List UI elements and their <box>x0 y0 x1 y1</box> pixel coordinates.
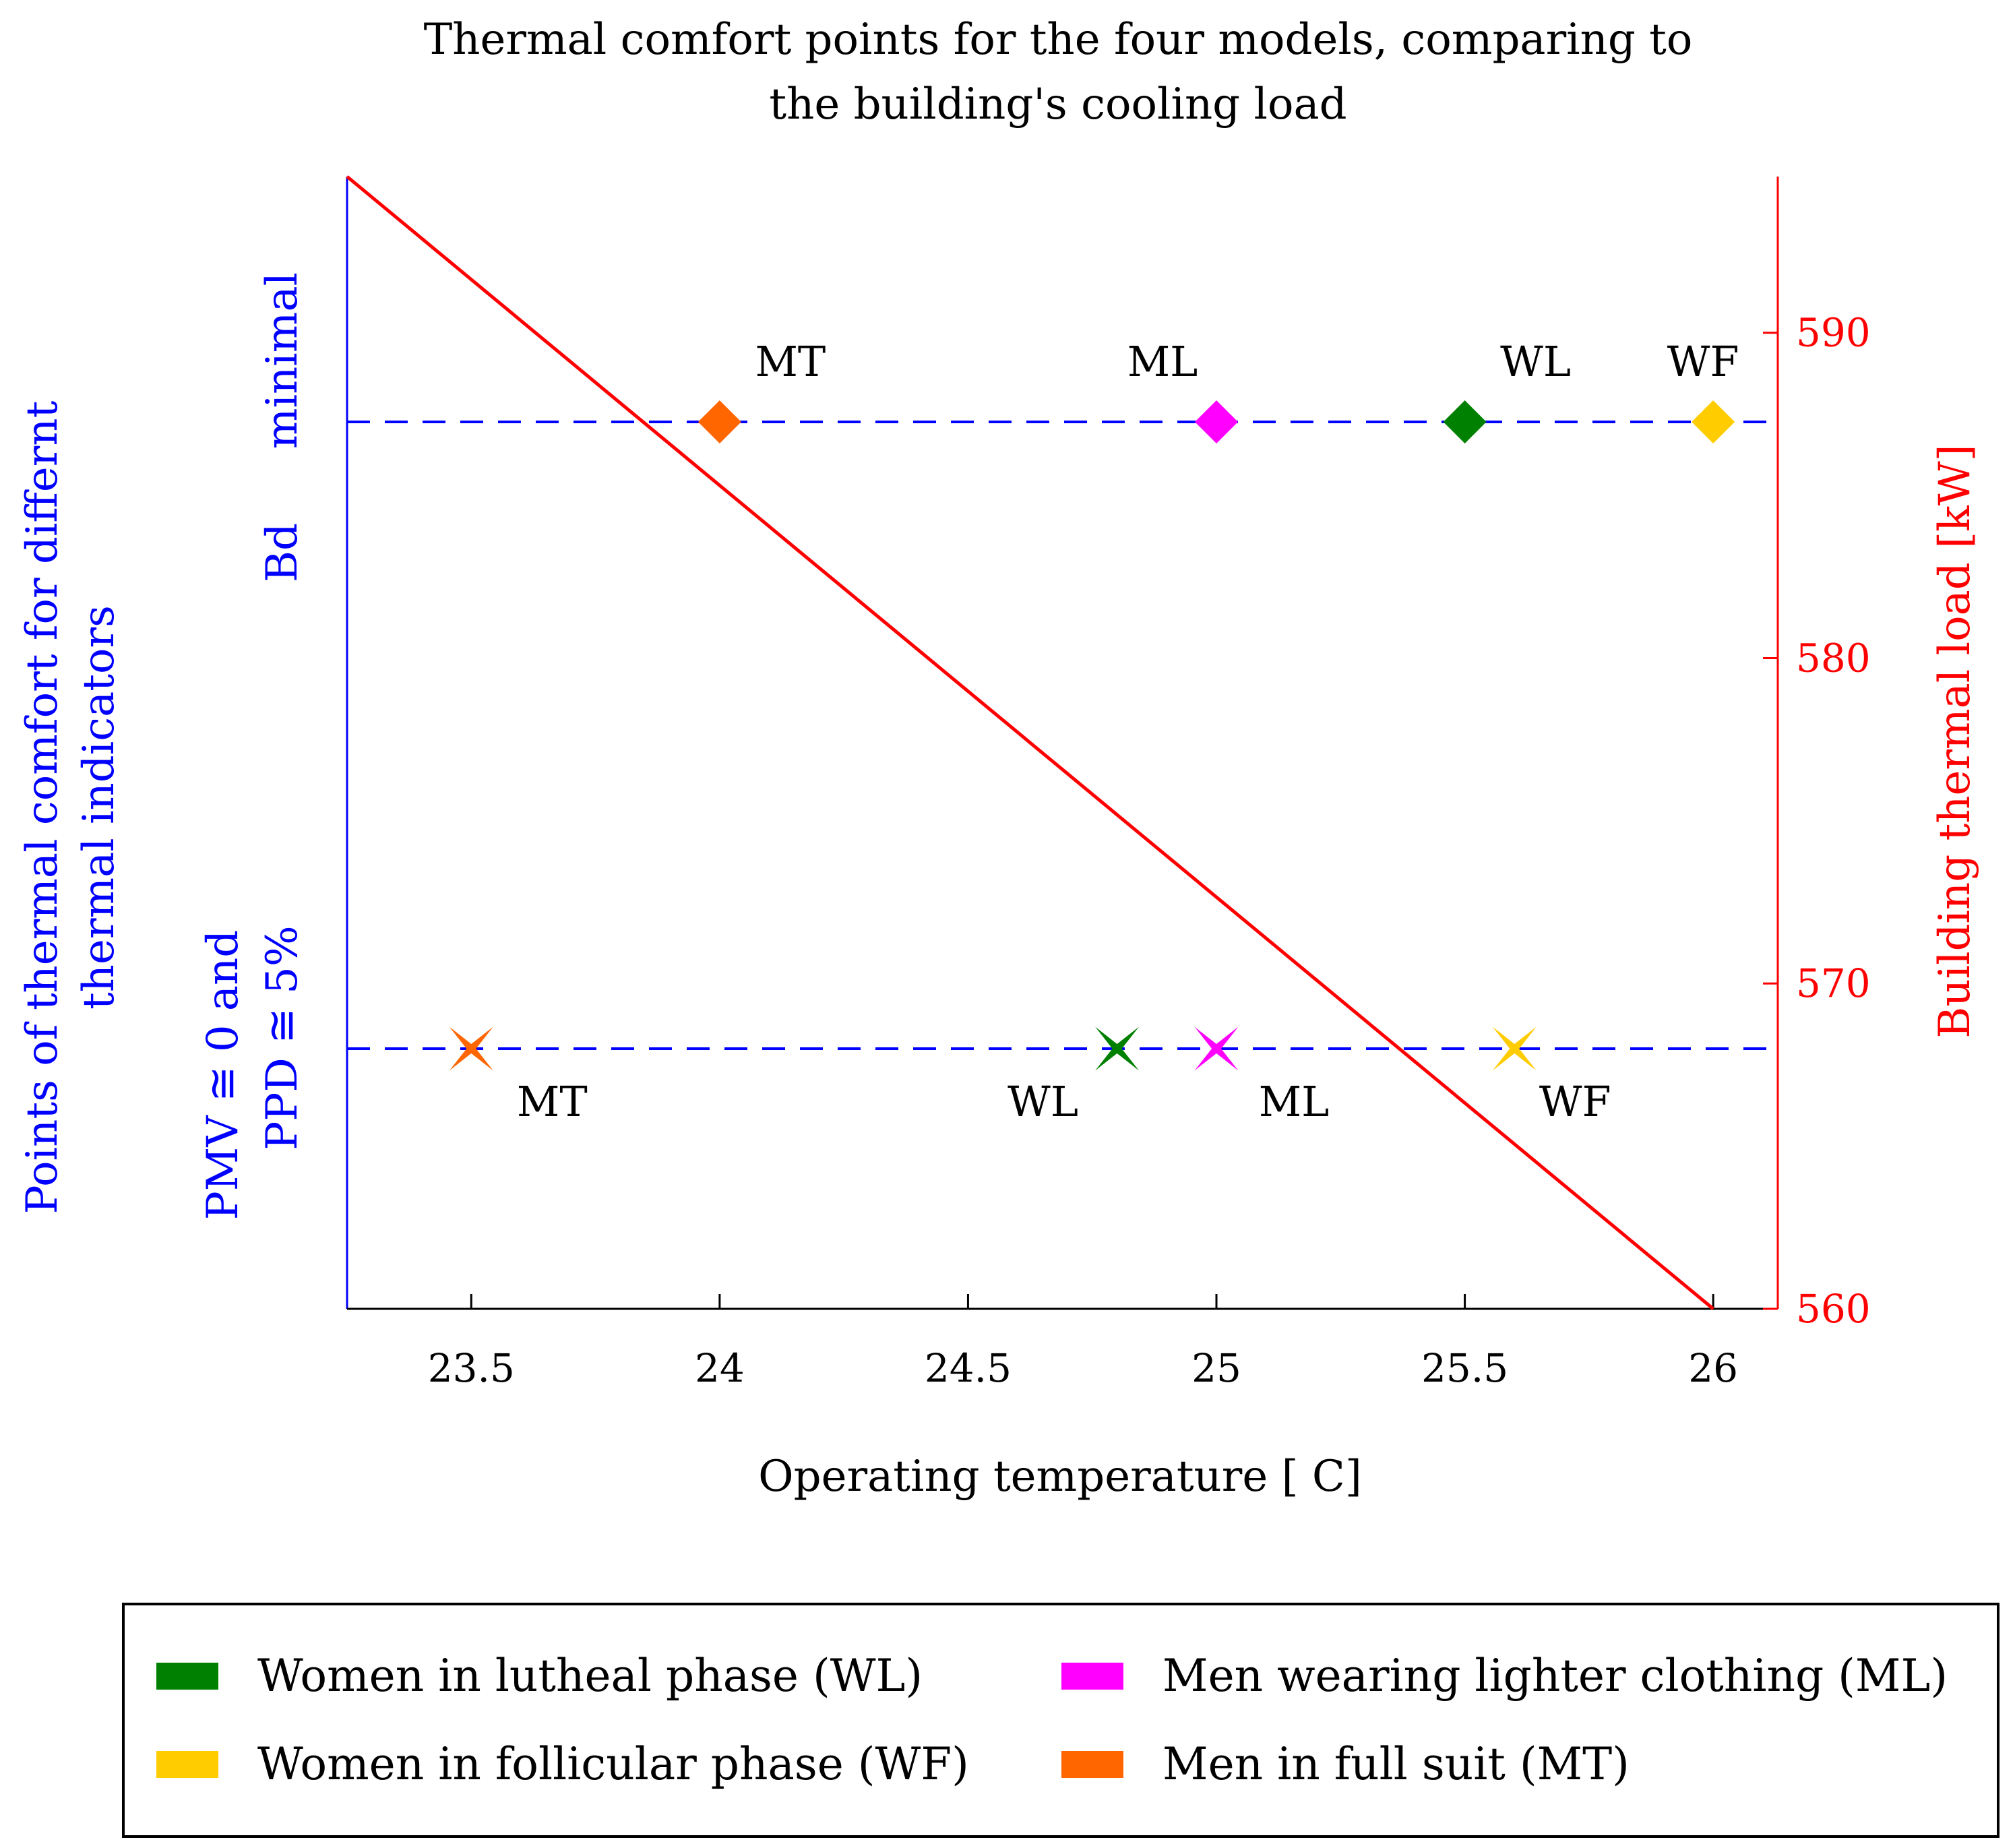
legend-label-wf: Women in follicular phase (WF) <box>257 1738 969 1790</box>
pmv-level-label-line-2: PPD ≅ 5% <box>257 925 307 1150</box>
legend-swatch-mt <box>1061 1751 1123 1778</box>
pmv-marker-label-wl: WL <box>1008 1077 1078 1126</box>
bd-level-label-extra: minimal <box>257 272 307 449</box>
legend-label-ml: Men wearing lighter clothing (ML) <box>1162 1650 1948 1702</box>
bd-marker-ml <box>1195 400 1239 443</box>
pmv-marker-wl <box>1095 1026 1140 1071</box>
bd-marker-wl <box>1443 400 1487 443</box>
markers: WL WL ML ML WF WF MT MT <box>449 337 1739 1126</box>
pmv-marker-ml <box>1194 1026 1239 1071</box>
right-tick-label: 580 <box>1796 635 1871 681</box>
chart-title-line-2: the building's cooling load <box>769 80 1346 129</box>
legend-swatch-ml <box>1061 1663 1123 1690</box>
x-tick-label: 26 <box>1688 1345 1738 1391</box>
x-tick-label: 25 <box>1191 1345 1241 1391</box>
x-tick-label: 24.5 <box>925 1345 1012 1391</box>
pmv-marker-mt <box>449 1026 493 1071</box>
bd-marker-mt <box>698 400 741 443</box>
bd-marker-wf <box>1692 400 1735 443</box>
x-tick-label: 23.5 <box>428 1345 515 1391</box>
right-axis-label: Building thermal load [kW] <box>1930 444 1980 1038</box>
legend: Women in lutheal phase (WL) Men wearing l… <box>156 1650 1948 1790</box>
bd-marker-label-wl: WL <box>1500 337 1571 386</box>
legend-swatch-wl <box>156 1663 218 1690</box>
pmv-marker-label-mt: MT <box>517 1077 588 1126</box>
legend-label-mt: Men in full suit (MT) <box>1162 1738 1630 1790</box>
left-axis-label-line-2: thermal indicators <box>74 605 124 1010</box>
right-tick-label: 560 <box>1796 1286 1871 1332</box>
legend-box <box>122 1603 2000 1838</box>
x-axis-label: Operating temperature [ C] <box>758 1452 1362 1502</box>
bd-marker-label-wf: WF <box>1667 337 1739 386</box>
legend-swatch-wf <box>156 1751 218 1778</box>
pmv-marker-wf <box>1492 1026 1537 1071</box>
pmv-marker-label-wf: WF <box>1539 1077 1611 1126</box>
chart-title-line-1: Thermal comfort points for the four mode… <box>424 15 1693 65</box>
x-ticks: 23.5 24 24.5 25 25.5 26 <box>428 1294 1738 1391</box>
right-tick-label: 590 <box>1796 310 1871 356</box>
bd-marker-label-ml: ML <box>1127 337 1198 386</box>
right-ticks: 560 570 580 590 <box>1763 310 1871 1332</box>
x-tick-label: 25.5 <box>1421 1345 1508 1391</box>
right-tick-label: 570 <box>1796 960 1871 1006</box>
pmv-marker-label-ml: ML <box>1259 1077 1330 1126</box>
x-tick-label: 24 <box>695 1345 745 1391</box>
bd-level-label: Bd <box>257 523 307 582</box>
pmv-level-label-line-1: PMV ≅ 0 and <box>198 930 248 1221</box>
left-axis-label-line-1: Points of thermal comfort for differnt <box>18 400 67 1214</box>
thermal-load-line <box>346 175 1714 1310</box>
legend-label-wl: Women in lutheal phase (WL) <box>257 1650 923 1702</box>
bd-marker-label-mt: MT <box>755 337 826 386</box>
